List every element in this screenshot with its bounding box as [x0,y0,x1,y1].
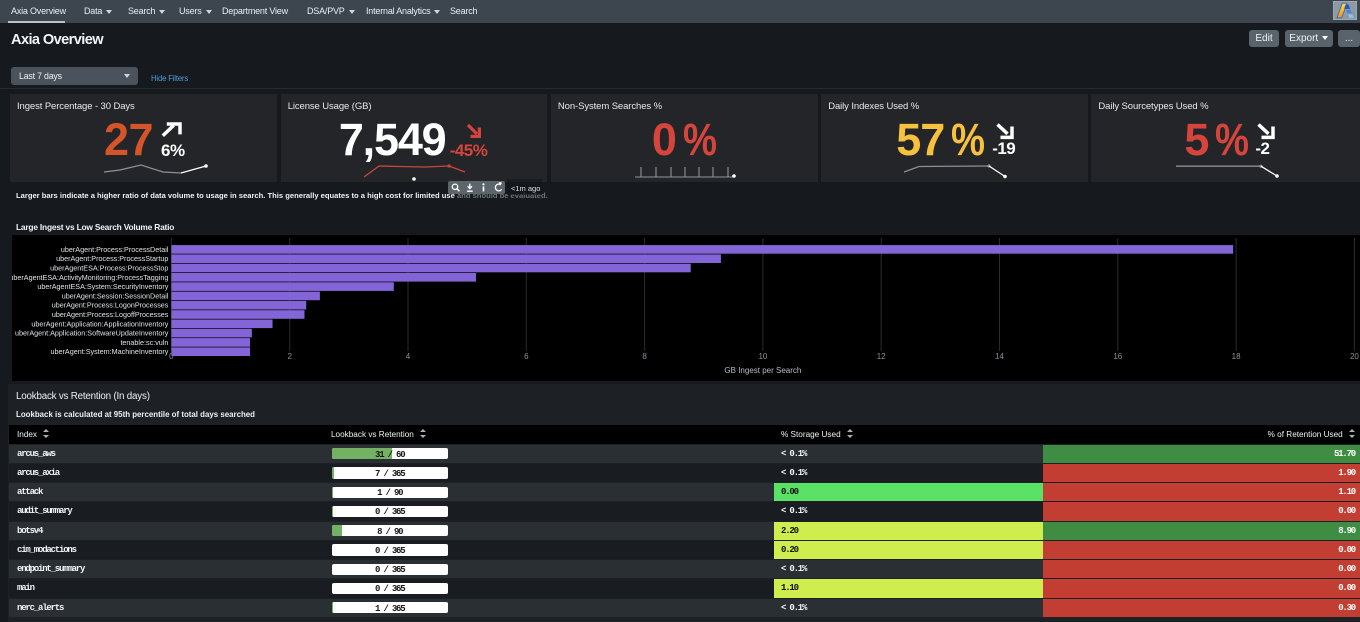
svg-text:2: 2 [287,352,292,361]
svg-text:uberAgent:Process:ProcessStart: uberAgent:Process:ProcessStartup [56,254,168,263]
svg-text:uberAgent:Application:Software: uberAgent:Application:SoftwareUpdateInve… [15,329,169,338]
svg-text:18: 18 [1232,352,1241,361]
svg-text:0: 0 [169,352,174,361]
svg-text:uberAgent:Session:SessionDetai: uberAgent:Session:SessionDetail [62,291,169,300]
svg-text:10: 10 [758,352,767,361]
svg-text:uberAgent:Process:LogoffProces: uberAgent:Process:LogoffProcesses [52,310,169,319]
svg-text:4: 4 [406,352,411,361]
svg-text:uberAgent:Application:Applicat: uberAgent:Application:ApplicationInvento… [31,319,168,328]
svg-text:20: 20 [1350,352,1359,361]
svg-text:uberAgent:Process:LogonProcess: uberAgent:Process:LogonProcesses [52,301,169,310]
svg-text:8: 8 [642,352,647,361]
svg-text:tenable:sc:vuln: tenable:sc:vuln [120,338,168,347]
svg-text:uberAgentESA:Process:ProcessSt: uberAgentESA:Process:ProcessStop [50,264,168,273]
svg-text:uberAgent:Process:ProcessDetai: uberAgent:Process:ProcessDetail [61,245,169,254]
svg-text:12: 12 [877,352,886,361]
svg-text:uberAgentESA:ActivityMonitorin: uberAgentESA:ActivityMonitoring:ProcessT… [12,273,168,282]
svg-text:16: 16 [1113,352,1122,361]
svg-text:6: 6 [524,352,529,361]
svg-text:uberAgent:System:MachineInvent: uberAgent:System:MachineInventory [51,347,169,356]
svg-text:uberAgentESA:System:SecurityIn: uberAgentESA:System:SecurityInventory [37,282,168,291]
svg-text:GB Ingest per Search: GB Ingest per Search [724,366,801,375]
svg-text:14: 14 [995,352,1004,361]
